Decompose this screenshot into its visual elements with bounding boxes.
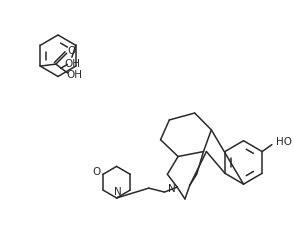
Text: OH: OH: [66, 70, 82, 80]
Text: O: O: [92, 167, 100, 177]
Text: N: N: [114, 187, 121, 197]
Text: N: N: [168, 184, 176, 194]
Text: OH: OH: [65, 59, 81, 69]
Text: HO: HO: [275, 137, 292, 147]
Text: O: O: [67, 46, 76, 56]
